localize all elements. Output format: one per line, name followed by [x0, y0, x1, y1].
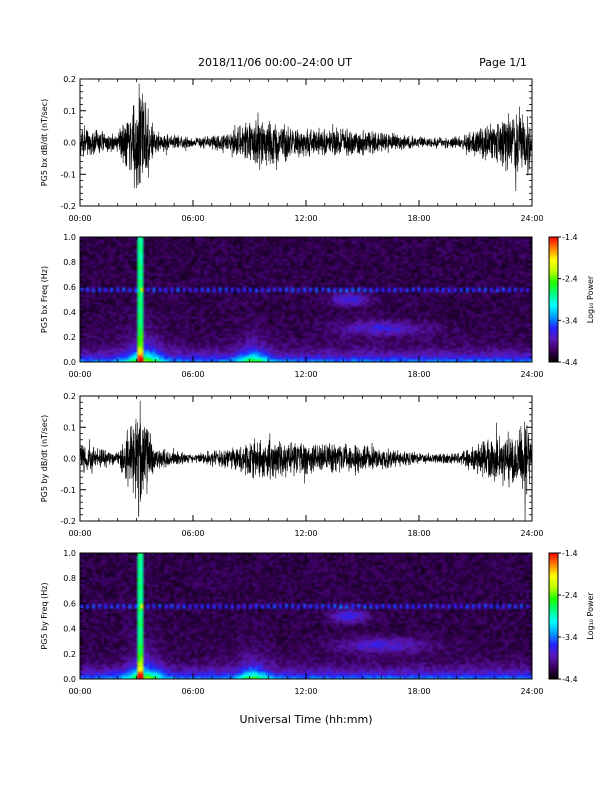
x-tick-label: 12:00 [294, 370, 317, 379]
y-tick-label: 0.0 [63, 358, 76, 367]
x-tick-label: 06:00 [181, 214, 204, 223]
y-tick-label: 0.1 [63, 107, 76, 116]
x-tick-label: 18:00 [407, 370, 430, 379]
x-tick-label: 24:00 [520, 214, 543, 223]
y-tick-label: 0.2 [63, 333, 76, 342]
y-tick-label: 0.0 [63, 139, 76, 148]
y-axis-label: PG5 by dB/dt (nT/sec) [40, 415, 49, 502]
x-tick-label: 18:00 [407, 529, 430, 538]
colorbar-tick-label: -1.4 [562, 549, 578, 558]
y-tick-label: 1.0 [63, 233, 76, 242]
spectrogram-image [80, 553, 532, 679]
y-axis-label: PG5 bx Freq (Hz) [40, 266, 49, 333]
colorbar-tick-label: -3.4 [562, 316, 578, 325]
y-tick-label: 0.2 [63, 392, 76, 401]
spectrogram-panel: 1.0 0.8 0.6 0.4 0.2 0.0 00:00 06:00 12:00 18:00 24… [40, 233, 595, 379]
x-tick-label: 24:00 [520, 529, 543, 538]
x-tick-label: 00:00 [68, 529, 91, 538]
y-tick-label: 0.1 [63, 423, 76, 432]
x-tick-label: 00:00 [68, 214, 91, 223]
x-axis-title: Universal Time (hh:mm) [240, 713, 373, 726]
x-tick-label: 24:00 [520, 370, 543, 379]
x-tick-label: 00:00 [68, 370, 91, 379]
colorbar-gradient [548, 552, 559, 680]
x-tick-label: 18:00 [407, 687, 430, 696]
y-tick-label: 0.4 [63, 625, 76, 634]
colorbar-label: Log₁₀ Power [586, 275, 595, 323]
colorbar: -1.4 -2.4 -3.4 -4.4 Log₁₀ Power [548, 549, 595, 684]
y-tick-label: 0.8 [63, 258, 76, 267]
bx-series-line [80, 83, 532, 191]
spectrogram-image [80, 237, 532, 362]
y-axis-label: PG5 by Freq (Hz) [40, 582, 49, 649]
colorbar-gradient [548, 236, 559, 363]
y-tick-label: 1.0 [63, 549, 76, 558]
x-tick-label: 06:00 [181, 687, 204, 696]
x-tick-label: 06:00 [181, 370, 204, 379]
x-tick-label: 06:00 [181, 529, 204, 538]
plot-title: 2018/11/06 00:00–24:00 UT [198, 56, 352, 69]
y-tick-label: 0.2 [63, 75, 76, 84]
y-tick-label: 0.4 [63, 308, 76, 317]
colorbar-tick-label: -2.4 [562, 591, 578, 600]
y-tick-label: 0.8 [63, 574, 76, 583]
y-tick-label: -0.2 [60, 517, 76, 526]
colorbar-tick-label: -4.4 [562, 358, 578, 367]
y-tick-label: 0.6 [63, 283, 76, 292]
x-tick-label: 24:00 [520, 687, 543, 696]
colorbar-tick-label: -2.4 [562, 275, 578, 284]
x-tick-label: 18:00 [407, 214, 430, 223]
waveform-panel: 0.2 0.1 0.0 -0.1 -0.2 00:00 06:00 12:00 18:00 24:… [40, 392, 544, 538]
panels: 0.2 0.1 0.0 -0.1 -0.2 00:00 06:00 12:00 18:00 24:… [40, 75, 595, 696]
x-tick-label: 00:00 [68, 687, 91, 696]
y-tick-label: -0.1 [60, 486, 76, 495]
y-tick-label: -0.1 [60, 170, 76, 179]
x-tick-label: 12:00 [294, 214, 317, 223]
waveform-panel: 0.2 0.1 0.0 -0.1 -0.2 00:00 06:00 12:00 18:00 24:… [40, 75, 544, 223]
colorbar: -1.4 -2.4 -3.4 -4.4 Log₁₀ Power [548, 233, 595, 367]
y-tick-label: 0.6 [63, 599, 76, 608]
page-indicator: Page 1/1 [479, 56, 527, 69]
y-tick-label: 0.0 [63, 455, 76, 464]
colorbar-tick-label: -1.4 [562, 233, 578, 242]
y-axis-label: PG5 bx dB/dt (nT/sec) [40, 99, 49, 186]
y-tick-label: -0.2 [60, 202, 76, 211]
y-tick-label: 0.0 [63, 675, 76, 684]
spectrogram-panel: 1.0 0.8 0.6 0.4 0.2 0.0 00:00 06:00 12:00 18:00 24… [40, 549, 595, 696]
x-tick-label: 12:00 [294, 687, 317, 696]
colorbar-tick-label: -3.4 [562, 633, 578, 642]
y-tick-label: 0.2 [63, 650, 76, 659]
colorbar-tick-label: -4.4 [562, 675, 578, 684]
colorbar-label: Log₁₀ Power [586, 592, 595, 640]
x-tick-label: 12:00 [294, 529, 317, 538]
by-series-line [80, 400, 532, 521]
